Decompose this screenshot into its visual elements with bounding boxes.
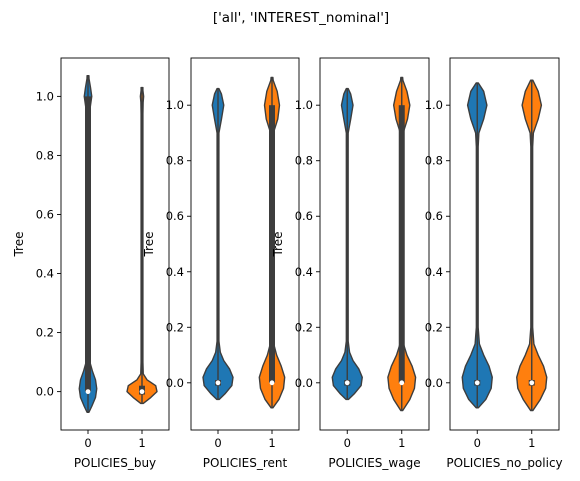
y-tick-label: 0.8	[166, 154, 184, 168]
x-axis-label: POLICIES_wage	[328, 456, 420, 470]
y-tick-label: 0.4	[166, 265, 184, 279]
y-tick-label: 0.0	[425, 376, 443, 390]
violin-quartile-box	[85, 96, 91, 392]
axes-frame	[449, 57, 560, 431]
x-tick-label: 1	[528, 436, 535, 450]
y-tick-label: 0.8	[425, 154, 443, 168]
violin-median-marker	[269, 380, 275, 386]
violin-panel: 0.0 0.2 0.4 0.6 0.8 1.0 0 1 POLICIES_no_policy	[425, 57, 563, 470]
violin-median-marker	[344, 380, 350, 386]
y-tick-label: 0.6	[166, 209, 184, 223]
y-tick-label: 0.6	[425, 209, 443, 223]
figure-suptitle: ['all', 'INTEREST_nominal']	[213, 10, 389, 26]
y-tick-label: 0.0	[295, 376, 313, 390]
y-tick-label: 0.2	[425, 320, 443, 334]
x-tick-label: 1	[138, 436, 145, 450]
violin-quartile-box	[398, 105, 405, 383]
violin-median-marker	[529, 380, 535, 386]
y-tick-label: 0.4	[36, 267, 54, 281]
axes-frame	[190, 57, 300, 431]
y-tick-label: 1.0	[295, 98, 313, 112]
y-tick-label: 0.2	[295, 320, 313, 334]
y-tick-label: 0.2	[166, 320, 184, 334]
x-tick-label: 0	[84, 436, 91, 450]
y-tick-label: 0.6	[295, 209, 313, 223]
y-tick-label: 0.6	[36, 207, 54, 221]
y-tick-label: 0.8	[295, 154, 313, 168]
y-tick-label: 0.2	[36, 326, 54, 340]
y-tick-label: 0.8	[36, 148, 54, 162]
violin-median-marker	[85, 389, 91, 395]
x-axis-label: POLICIES_no_policy	[446, 456, 562, 470]
axes-frame	[319, 57, 430, 431]
y-axis-label: Tree	[271, 231, 285, 257]
violin-panel: 0.0 0.2 0.4 0.6 0.8 1.0 0 1 POLICIES_wage Tree	[271, 57, 430, 470]
x-tick-label: 0	[214, 436, 221, 450]
y-axis-label: Tree	[12, 231, 26, 257]
y-tick-label: 1.0	[425, 98, 443, 112]
violin-median-marker	[399, 380, 405, 386]
x-tick-label: 0	[474, 436, 481, 450]
y-tick-label: 0.4	[295, 265, 313, 279]
y-axis-label: Tree	[142, 231, 156, 257]
y-tick-label: 0.0	[36, 385, 54, 399]
violin-panel: 0.0 0.2 0.4 0.6 0.8 1.0 0 1 POLICIES_buy Tree	[12, 57, 170, 470]
x-tick-label: 0	[344, 436, 351, 450]
y-tick-label: 1.0	[36, 89, 54, 103]
x-tick-label: 1	[268, 436, 275, 450]
y-tick-label: 0.4	[425, 265, 443, 279]
axes-frame	[60, 57, 170, 431]
x-axis-label: POLICIES_buy	[74, 456, 156, 470]
x-axis-label: POLICIES_rent	[203, 456, 288, 470]
violin-median-marker	[139, 389, 145, 395]
y-tick-label: 1.0	[166, 98, 184, 112]
violin-quartile-box	[269, 105, 275, 383]
violin-median-marker	[215, 380, 221, 386]
x-tick-label: 1	[398, 436, 405, 450]
violin-median-marker	[474, 380, 480, 386]
violin-panel: 0.0 0.2 0.4 0.6 0.8 1.0 0 1 POLICIES_rent Tree	[142, 57, 300, 470]
y-tick-label: 0.0	[166, 376, 184, 390]
